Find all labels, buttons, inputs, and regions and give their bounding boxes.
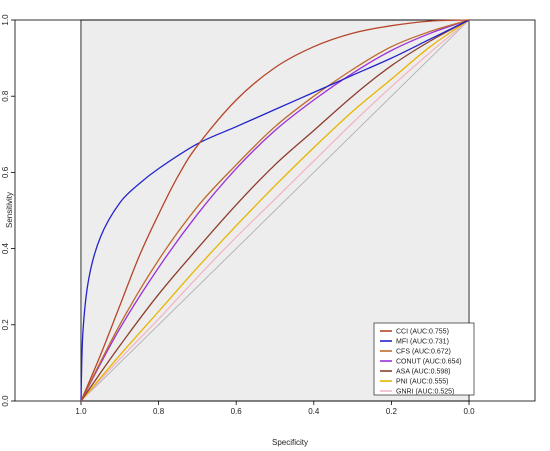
y-tick-label: 0.6 <box>1 166 10 178</box>
series-line <box>80 19 470 402</box>
y-tick-label: 0.4 <box>1 242 10 254</box>
legend-label: PNI (AUC:0.555) <box>396 379 449 386</box>
legend-label: CONUT (AUC:0.654) <box>396 359 462 366</box>
legend-label: CFS (AUC:0.672) <box>396 349 451 356</box>
y-tick-label: 1.0 <box>1 14 10 26</box>
x-tick-label: 0.6 <box>231 407 243 416</box>
series-line <box>80 19 470 402</box>
diagonal-line <box>80 19 470 402</box>
x-tick-label: 0.4 <box>308 407 320 416</box>
legend-label: GNRI (AUC:0.525) <box>396 389 454 396</box>
series-line <box>80 19 470 402</box>
series-line <box>80 19 470 402</box>
legend-label: MFI (AUC:0.731) <box>396 339 449 346</box>
reference-diagonal <box>80 19 470 402</box>
x-tick-label: 0.8 <box>153 407 165 416</box>
series-line <box>80 19 470 402</box>
x-tick-label: 1.0 <box>75 407 87 416</box>
legend: CCI (AUC:0.755) MFI (AUC:0.731) CFS (AUC:0… <box>373 322 475 396</box>
legend-label: ASA (AUC:0.598) <box>396 369 450 376</box>
axes-frame <box>14 19 536 402</box>
x-tick-label: 0.0 <box>463 407 475 416</box>
x-axis: 1.0 0.8 0.6 0.4 0.2 0.0 <box>75 401 475 416</box>
legend-box <box>373 322 475 396</box>
x-axis-label: Specificity <box>272 438 308 447</box>
legend-label: CCI (AUC:0.755) <box>396 329 449 336</box>
y-tick-label: 0.8 <box>1 90 10 102</box>
series-layer <box>80 19 470 402</box>
y-tick-label: 0.2 <box>1 319 10 331</box>
y-axis-label: Sensitivity <box>5 192 14 228</box>
x-tick-label: 0.2 <box>386 407 398 416</box>
series-line <box>80 19 470 402</box>
axes-box <box>14 19 536 402</box>
y-axis: 0.0 0.2 0.4 0.6 0.8 1.0 <box>1 14 15 407</box>
series-line <box>80 19 470 402</box>
y-tick-label: 0.0 <box>1 395 10 407</box>
